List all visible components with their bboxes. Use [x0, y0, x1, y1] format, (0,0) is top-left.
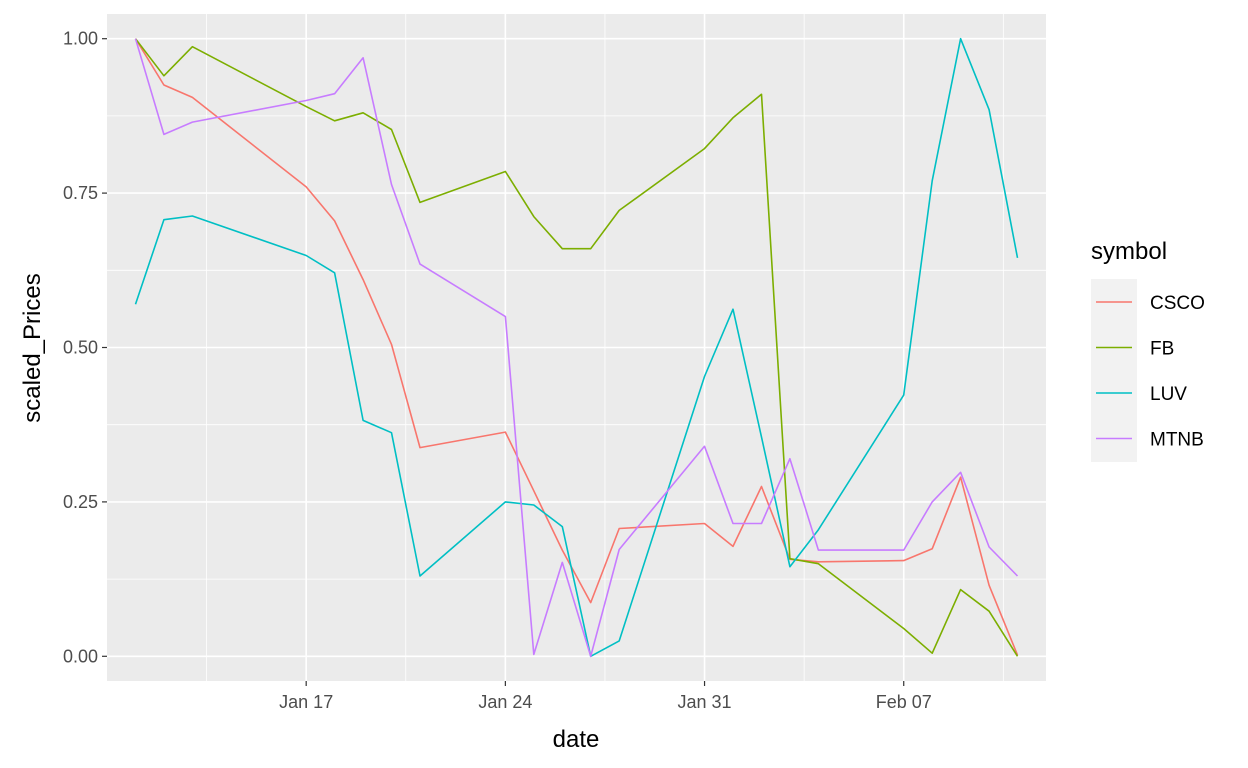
- y-axis-title: scaled_Prices: [19, 273, 46, 422]
- y-tick-label: 0.50: [63, 338, 98, 358]
- y-tick-label: 1.00: [63, 29, 98, 49]
- series-line-mtnb: [134, 38, 1019, 658]
- legend-title: symbol: [1091, 238, 1167, 265]
- legend: symbol CSCO FB LUV MTNB: [1091, 238, 1205, 462]
- y-axis-ticks: 0.00 0.25 0.50 0.75 1.00: [63, 29, 107, 666]
- major-grid: [107, 14, 1046, 681]
- x-tick-label: Jan 31: [678, 692, 732, 712]
- x-tick-label: Jan 17: [279, 692, 333, 712]
- legend-label-fb: FB: [1150, 339, 1174, 360]
- x-axis-title: date: [553, 726, 600, 753]
- y-tick-label: 0.25: [63, 492, 98, 512]
- x-tick-label: Feb 07: [876, 692, 932, 712]
- series-line-csco: [134, 38, 1019, 656]
- legend-key-background: [1091, 279, 1137, 462]
- series-lines: [134, 37, 1019, 658]
- x-tick-label: Jan 24: [478, 692, 532, 712]
- y-tick-label: 0.75: [63, 183, 98, 203]
- series-line-fb: [134, 38, 1019, 657]
- legend-label-luv: LUV: [1150, 384, 1187, 405]
- legend-label-csco: CSCO: [1150, 293, 1205, 314]
- legend-label-mtnb: MTNB: [1150, 430, 1204, 451]
- x-axis-ticks: Jan 17 Jan 24 Jan 31 Feb 07: [279, 681, 932, 712]
- y-tick-label: 0.00: [63, 646, 98, 666]
